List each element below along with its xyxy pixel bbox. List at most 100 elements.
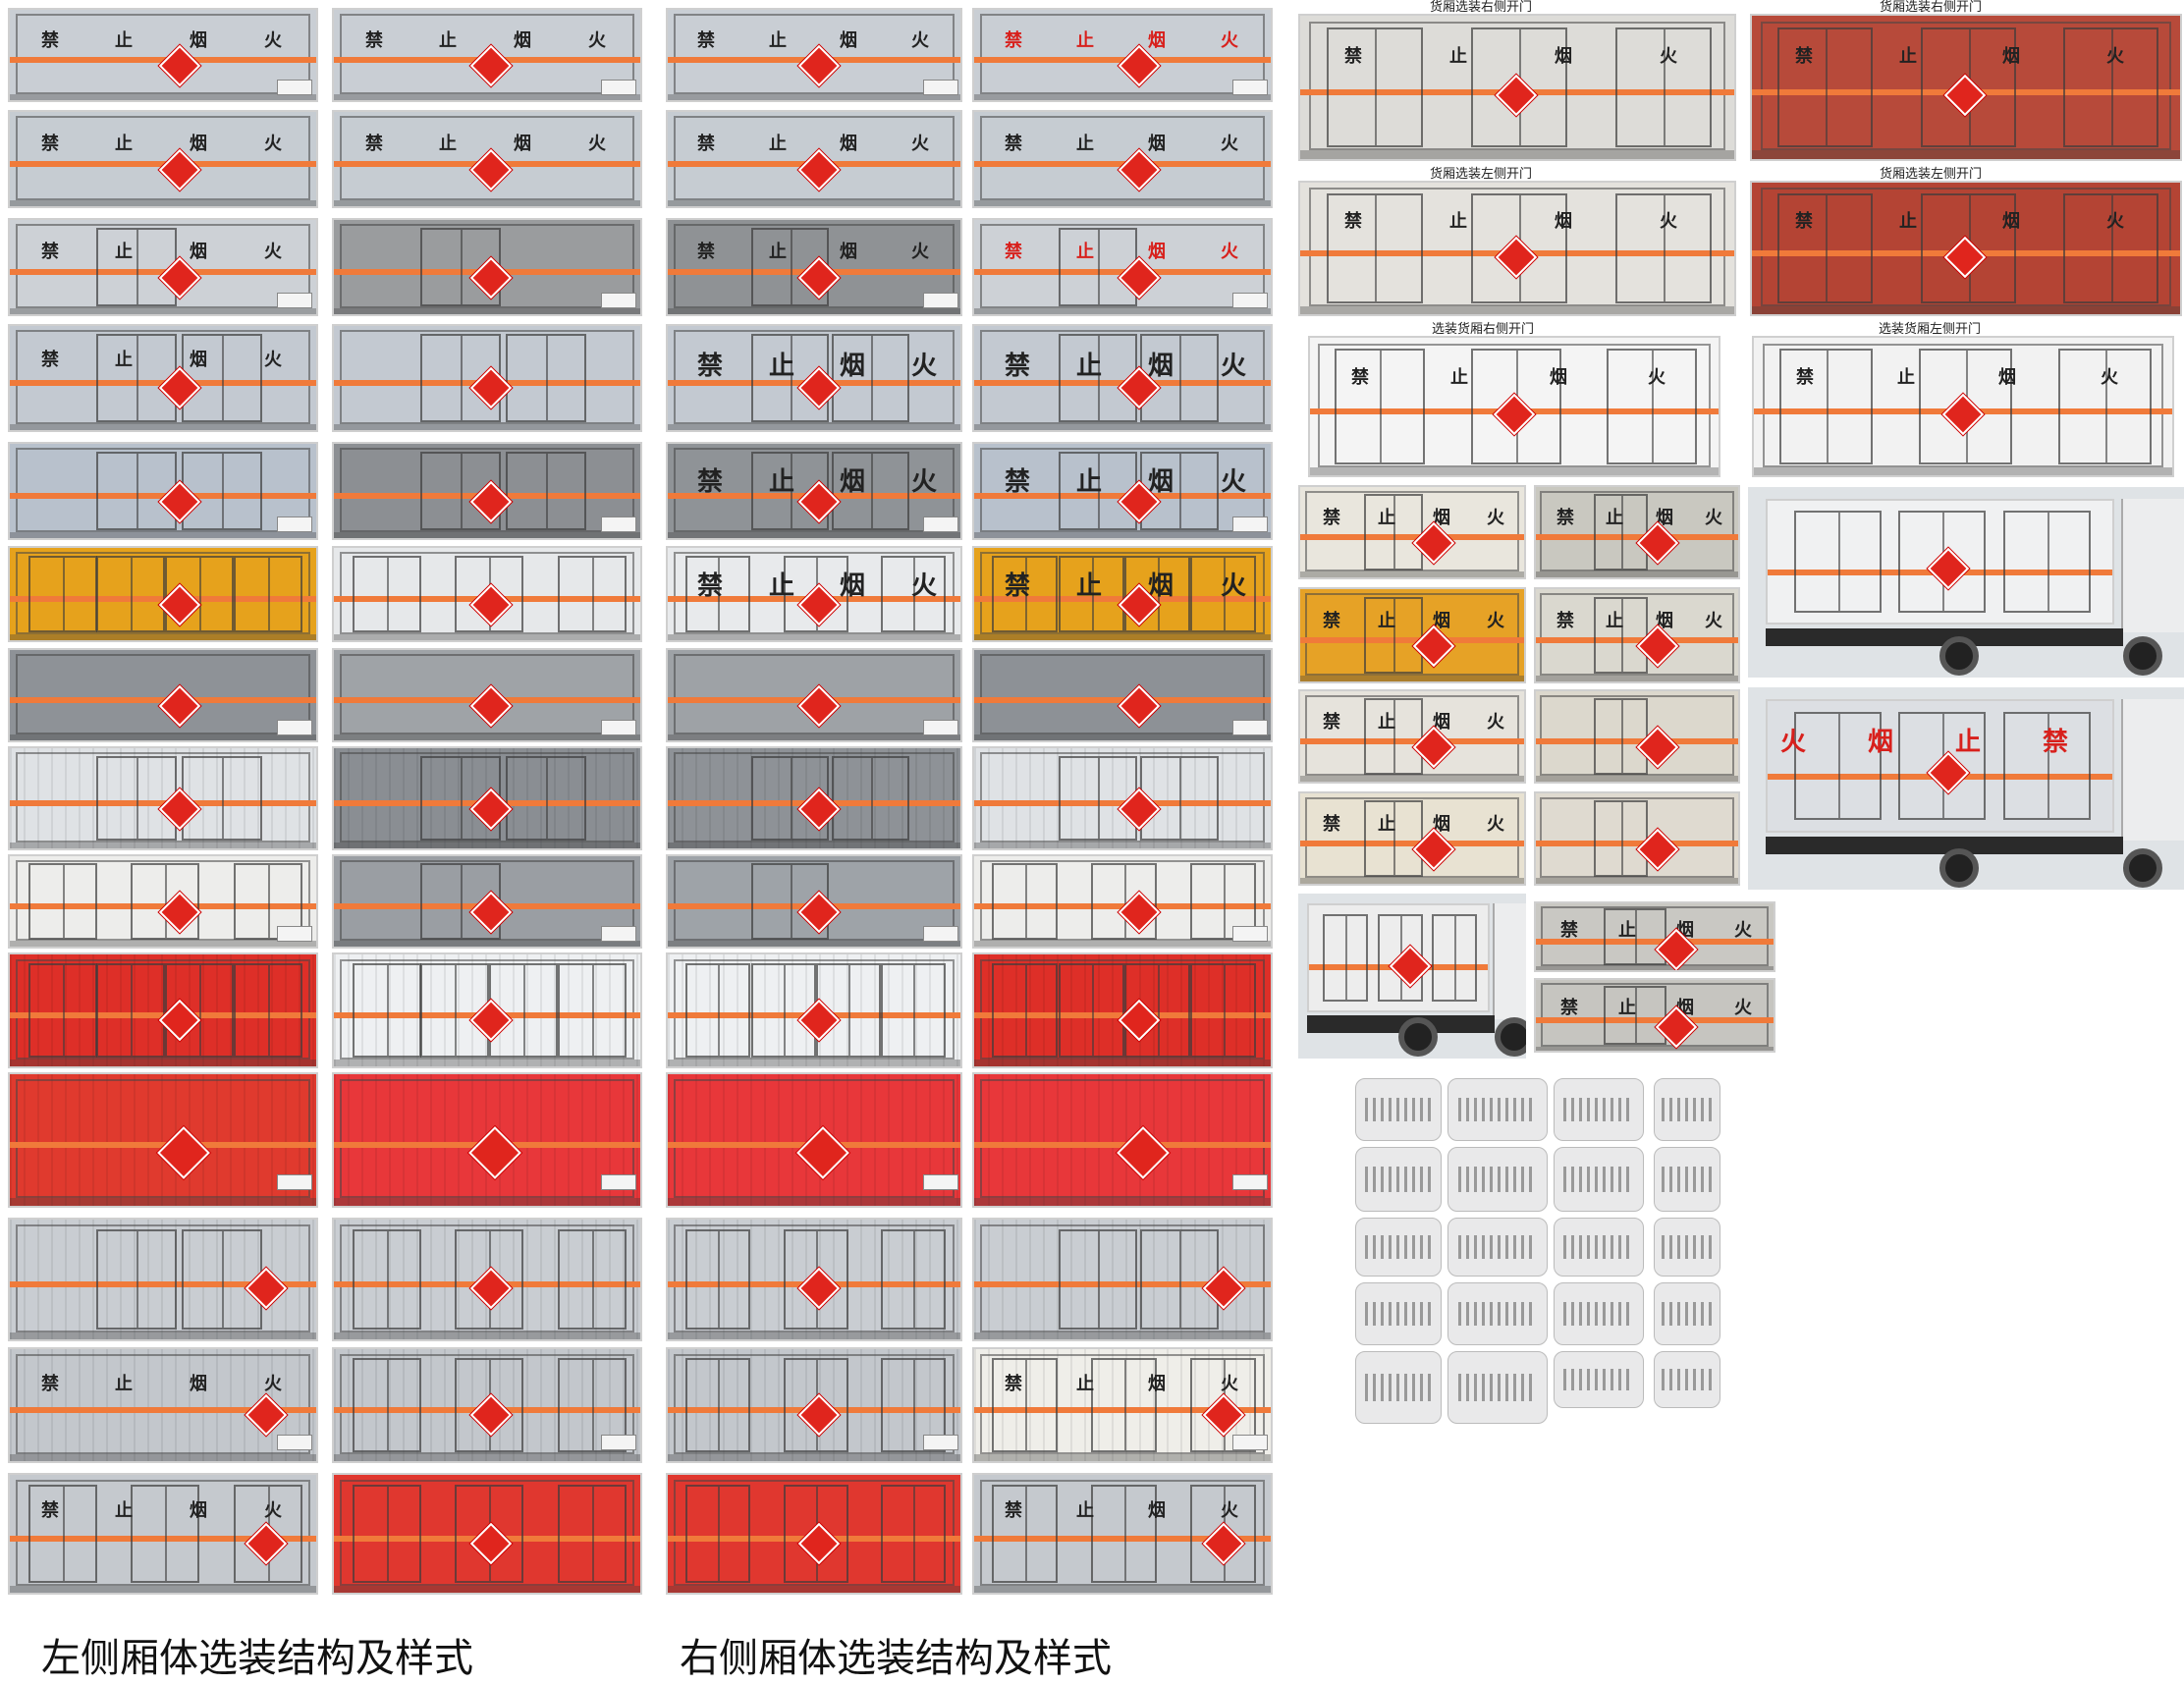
panel-frame bbox=[980, 1479, 1265, 1586]
sign-smoke: 烟 bbox=[1656, 508, 1673, 528]
sign-smoke: 烟 bbox=[2002, 46, 2020, 67]
cargo-door bbox=[1091, 863, 1157, 940]
sign-stop: 止 bbox=[115, 350, 133, 370]
panel-base bbox=[10, 1585, 316, 1593]
cargo-door bbox=[685, 963, 750, 1058]
panel-base bbox=[1536, 965, 1774, 970]
refrigeration-unit-icon bbox=[1554, 1218, 1644, 1277]
box-panel: 禁止烟火 bbox=[8, 324, 318, 432]
panel-frame bbox=[980, 752, 1265, 842]
sign-smoke: 烟 bbox=[1656, 611, 1673, 631]
reflective-stripe bbox=[1536, 939, 1774, 945]
cargo-door bbox=[353, 963, 421, 1058]
box-panel: 禁止烟火 bbox=[1750, 181, 2182, 316]
nameplate bbox=[1232, 1435, 1268, 1450]
panel-frame bbox=[1304, 490, 1520, 572]
panel-base bbox=[1536, 571, 1738, 577]
sign-fire: 火 bbox=[264, 134, 282, 154]
unit-grille bbox=[1661, 1167, 1714, 1192]
wheel bbox=[1939, 848, 1979, 888]
reflective-stripe bbox=[1300, 738, 1524, 744]
nameplate bbox=[923, 1174, 958, 1190]
refrigeration-unit-icon bbox=[1355, 1078, 1442, 1141]
truck-photo bbox=[1748, 487, 2184, 678]
panel-ribs bbox=[974, 1074, 1271, 1206]
cargo-door bbox=[1059, 1228, 1137, 1331]
sign-smoke: 烟 bbox=[190, 134, 207, 154]
sign-smoke: 烟 bbox=[1433, 814, 1450, 835]
panel-base bbox=[974, 734, 1271, 740]
nameplate bbox=[277, 80, 312, 95]
box-panel bbox=[332, 546, 642, 642]
panel-base bbox=[334, 941, 640, 947]
cargo-door bbox=[2003, 510, 2091, 614]
refrigeration-unit-icon bbox=[1355, 1282, 1442, 1345]
wheel bbox=[1939, 636, 1979, 676]
unit-grille bbox=[1458, 1373, 1537, 1402]
panel-ribs bbox=[10, 748, 316, 848]
cargo-door bbox=[353, 555, 421, 633]
panel-frame bbox=[1540, 982, 1770, 1047]
cargo-door bbox=[992, 1358, 1058, 1452]
nameplate bbox=[601, 1435, 636, 1450]
box-panel: 禁止烟火 bbox=[972, 8, 1273, 102]
sign-smoke: 烟 bbox=[1433, 508, 1450, 528]
refrigeration-unit-icon bbox=[1355, 1351, 1442, 1424]
panel-frame bbox=[16, 330, 310, 424]
sign-stop: 止 bbox=[769, 134, 787, 154]
sign-smoke: 烟 bbox=[1148, 571, 1174, 601]
panel-frame bbox=[16, 115, 310, 201]
box-panel: 禁止烟火 bbox=[8, 110, 318, 208]
box-panel bbox=[8, 546, 318, 642]
panel-ribs bbox=[974, 748, 1271, 848]
truck-cab bbox=[1492, 903, 1526, 1019]
panel-base bbox=[974, 634, 1271, 640]
panel-frame bbox=[340, 1223, 634, 1332]
cargo-door bbox=[28, 963, 97, 1058]
cargo-door bbox=[96, 963, 165, 1058]
unit-grille bbox=[1364, 1301, 1433, 1327]
truck-photo bbox=[1298, 894, 1526, 1059]
door-option-caption: 货厢选装左侧开门 bbox=[1430, 167, 1533, 182]
sign-stop: 止 bbox=[1378, 712, 1395, 733]
sign-smoke: 烟 bbox=[840, 242, 857, 262]
sign-stop: 止 bbox=[1897, 367, 1915, 388]
nameplate bbox=[601, 1174, 636, 1190]
sign-smoke: 烟 bbox=[840, 571, 866, 601]
cargo-door bbox=[131, 863, 199, 940]
cargo-door bbox=[182, 451, 262, 531]
sign-ban: 禁 bbox=[1005, 1500, 1022, 1521]
left-side-caption: 左侧厢体选装结构及样式 bbox=[41, 1636, 473, 1681]
box-panel bbox=[332, 324, 642, 432]
nameplate bbox=[601, 926, 636, 942]
sign-stop: 止 bbox=[1378, 508, 1395, 528]
nameplate bbox=[1232, 516, 1268, 532]
cargo-door bbox=[1059, 555, 1124, 633]
cargo-door bbox=[1059, 227, 1137, 307]
panel-base bbox=[10, 734, 316, 740]
cargo-door bbox=[1327, 27, 1423, 148]
box-panel: 禁止烟火 bbox=[972, 218, 1273, 316]
sign-fire: 火 bbox=[1221, 242, 1238, 262]
nameplate bbox=[1232, 1174, 1268, 1190]
cargo-door bbox=[1327, 192, 1423, 304]
wheel bbox=[1495, 1017, 1526, 1057]
sign-ban: 禁 bbox=[697, 134, 715, 154]
cargo-door bbox=[1615, 27, 1712, 148]
panel-frame bbox=[16, 551, 310, 635]
panel-base bbox=[334, 1197, 640, 1206]
cargo-door bbox=[558, 555, 627, 633]
sign-stop: 止 bbox=[1618, 998, 1636, 1018]
sign-fire: 火 bbox=[1705, 611, 1722, 631]
box-panel bbox=[666, 648, 962, 742]
box-panel bbox=[8, 746, 318, 850]
unit-grille bbox=[1364, 1373, 1433, 1402]
reflective-stripe bbox=[1536, 841, 1738, 846]
sign-fire: 火 bbox=[1221, 571, 1247, 601]
panel-base bbox=[668, 1197, 960, 1206]
panel-base bbox=[334, 200, 640, 206]
cargo-door bbox=[1594, 800, 1648, 877]
panel-base bbox=[334, 1060, 640, 1066]
sign-ban: 禁 bbox=[1005, 571, 1031, 601]
panel-base bbox=[10, 1332, 316, 1339]
